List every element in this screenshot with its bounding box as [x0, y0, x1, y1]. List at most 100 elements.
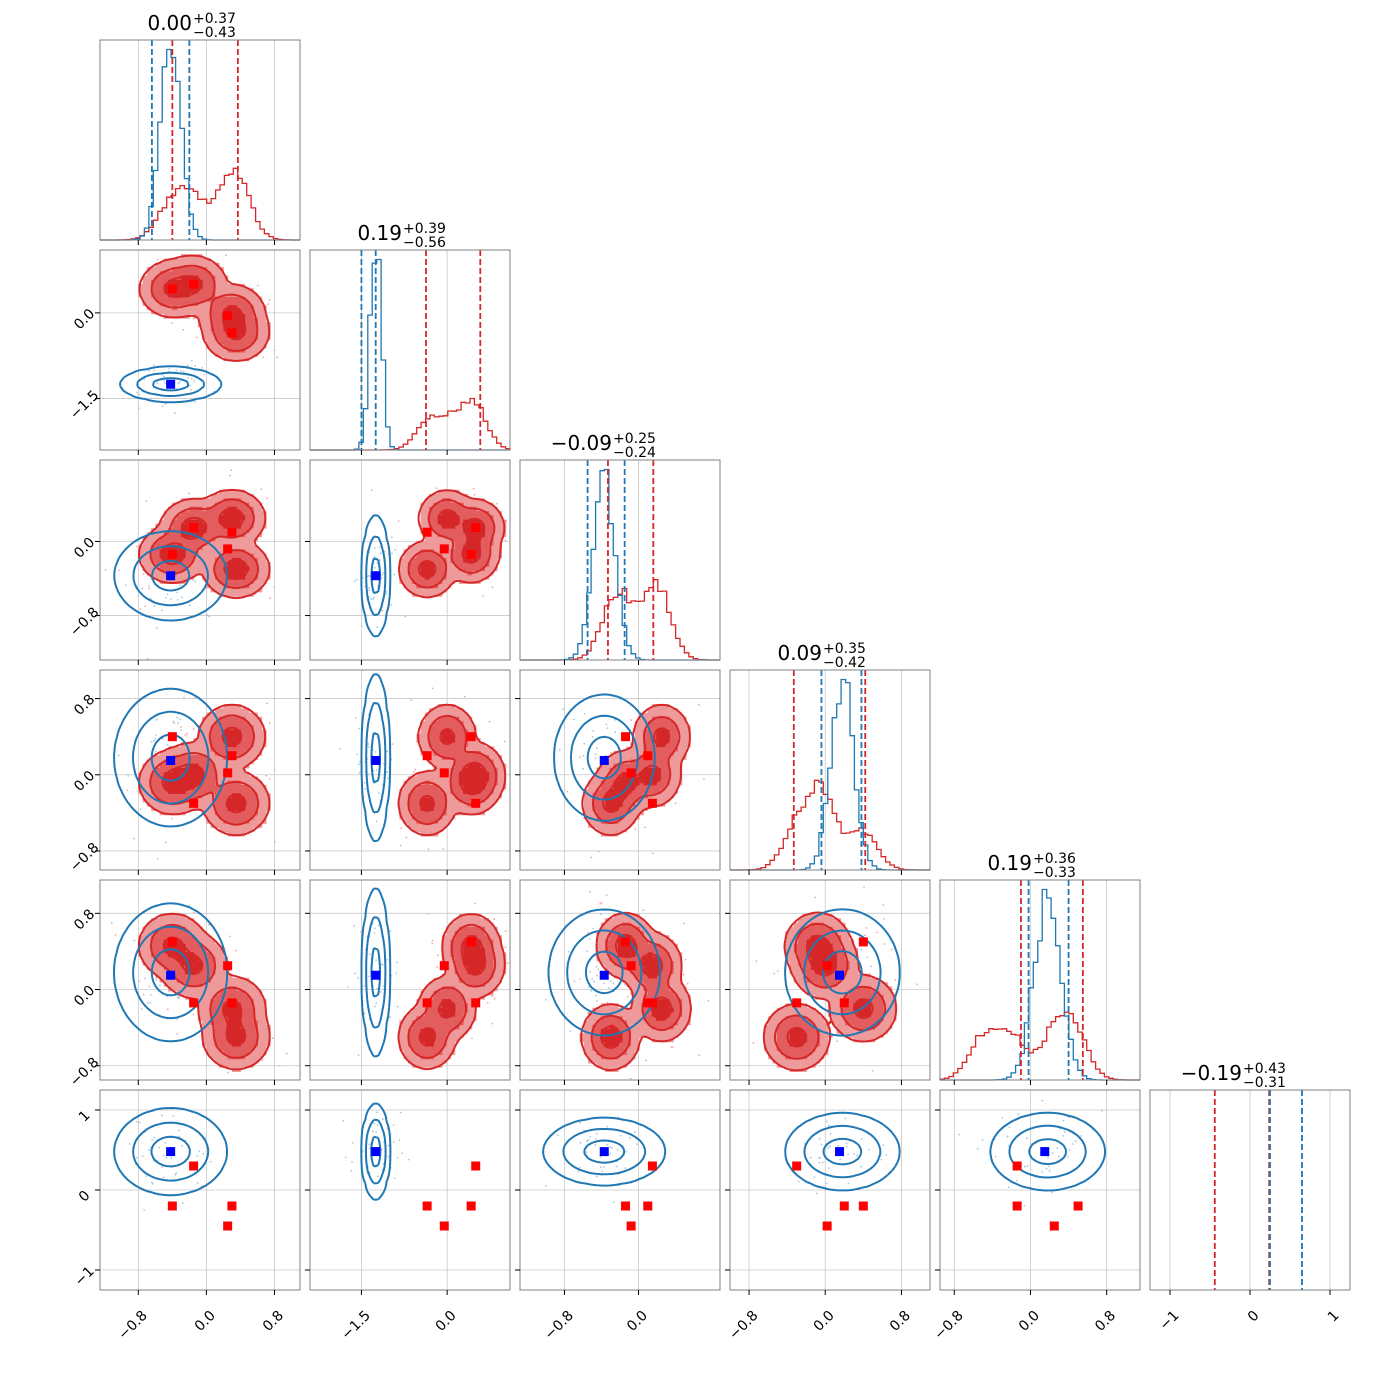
blue-sample-point [958, 1133, 961, 1136]
blue-sample-point [619, 1134, 622, 1137]
red-sample-point [811, 0, 813, 1]
red-sample-point [144, 605, 147, 608]
red-sample-point [1054, 0, 1056, 1]
blue-sample-point [602, 1166, 605, 1168]
red-sample-point [610, 752, 612, 754]
blue-sample-point [976, 1147, 979, 1150]
panel-content [346, 887, 510, 1071]
red-sample-point [435, 487, 438, 490]
red-sample-point [640, 0, 642, 1]
panel-content [545, 890, 710, 1080]
red-sample-point [232, 0, 234, 1]
red-sample-point [226, 0, 228, 1]
red-sample-point [835, 0, 837, 1]
title-plus-error: +0.39 [403, 221, 446, 237]
blue-marker [166, 970, 176, 980]
red-sample-point [456, 0, 458, 1]
red-sample-point [135, 545, 138, 548]
red-sample-point [642, 0, 644, 1]
red-sample-point [184, 734, 187, 737]
blue-sample-point [1047, 1165, 1050, 1168]
blue-marker [835, 1147, 845, 1157]
panel-2-1 [305, 459, 511, 665]
red-sample-point [473, 493, 476, 496]
red-sample-point [470, 0, 472, 1]
blue-sample-point [1051, 1191, 1054, 1194]
blue-sample-point [610, 1146, 613, 1149]
blue-contour-line [151, 560, 191, 592]
red-sample-point [226, 0, 228, 1]
blue-sample-point [372, 596, 375, 599]
blue-sample-point [624, 1167, 627, 1169]
red-sample-point [624, 0, 626, 1]
blue-sample-point [994, 1155, 997, 1158]
y-tick-label: 0.0 [71, 768, 98, 795]
red-sample-point [426, 0, 428, 1]
blue-sample-point [860, 1137, 863, 1140]
blue-sample-point [1006, 1135, 1009, 1138]
red-sample-point [402, 0, 404, 1]
panel-content [542, 0, 667, 1231]
panel-4-3 [725, 879, 931, 1085]
title-median: −0.19 [1181, 1061, 1242, 1085]
red-sample-point [627, 0, 629, 1]
red-sample-point [228, 0, 230, 1]
blue-sample-point [368, 575, 371, 578]
blue-contour-line [822, 1137, 863, 1166]
red-marker [792, 998, 802, 1008]
red-sample-point [891, 0, 893, 1]
red-sample-point [461, 0, 463, 1]
blue-sample-point [392, 1141, 395, 1143]
red-sample-point [793, 0, 795, 1]
histogram-title: 0.00 +0.37−0.43 [147, 11, 235, 41]
red-contour-line [407, 923, 497, 1059]
red-sample-point [271, 0, 273, 1]
blue-sample-point [883, 918, 885, 920]
red-sample-point [627, 0, 629, 1]
red-sample-point [447, 0, 449, 1]
red-sample-point [221, 0, 223, 1]
blue-sample-point [375, 959, 378, 961]
red-sample-point [188, 492, 190, 495]
red-sample-point [1060, 0, 1062, 1]
red-sample-point [658, 0, 660, 1]
red-marker [466, 1201, 476, 1211]
red-sample-point [1050, 0, 1052, 1]
red-sample-point [504, 0, 506, 1]
red-sample-point [269, 597, 271, 600]
blue-sample-point [1101, 1109, 1103, 1112]
red-sample-point [859, 0, 861, 1]
red-sample-point [894, 979, 897, 981]
red-sample-point [632, 0, 634, 1]
blue-sample-point [165, 1156, 168, 1159]
red-sample-point [480, 0, 482, 1]
red-sample-point [473, 0, 475, 1]
blue-sample-point [389, 930, 392, 933]
red-sample-point [430, 0, 432, 1]
panel-frame [519, 459, 721, 661]
red-sample-point [262, 0, 264, 1]
blue-sample-point [387, 1144, 390, 1147]
red-sample-point [153, 0, 155, 1]
red-sample-point [532, 0, 534, 1]
red-sample-point [590, 0, 592, 1]
blue-sample-point [827, 1124, 830, 1127]
blue-contour-line [566, 929, 643, 1016]
panel-4-1 [305, 879, 511, 1085]
red-sample-point [262, 356, 264, 359]
red-marker [471, 523, 481, 533]
red-sample-point [890, 948, 893, 951]
red-sample-point [664, 0, 666, 1]
blue-sample-point [354, 972, 356, 975]
red-marker [167, 937, 177, 947]
red-sample-point [276, 0, 278, 1]
red-sample-point [561, 988, 564, 991]
red-sample-point [228, 970, 231, 972]
panel-content [110, 902, 288, 1074]
red-sample-point [1019, 0, 1021, 1]
red-sample-point [985, 0, 987, 1]
blue-sample-point [1024, 1165, 1026, 1168]
red-sample-point [824, 0, 826, 1]
blue-sample-point [170, 598, 173, 601]
blue-sample-point [166, 593, 169, 596]
